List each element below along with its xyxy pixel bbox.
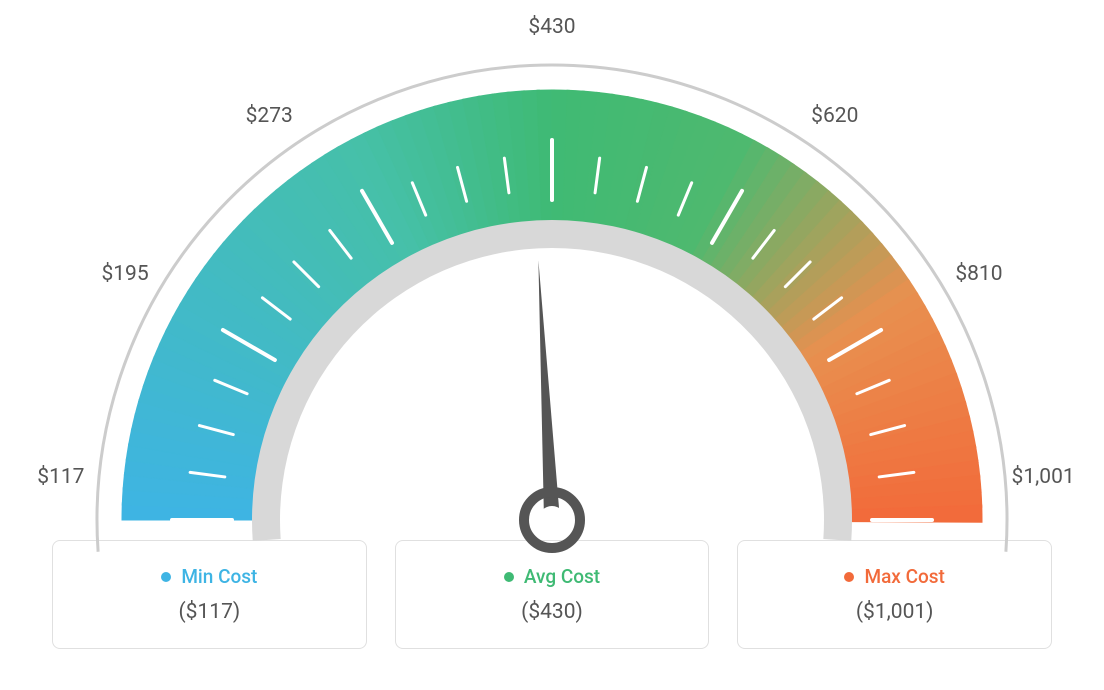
avg-cost-value: ($430) bbox=[521, 600, 583, 624]
max-cost-value: ($1,001) bbox=[856, 600, 934, 624]
gauge-tick-label: $117 bbox=[37, 465, 84, 489]
min-cost-value: ($117) bbox=[178, 600, 240, 624]
gauge-tick-label: $430 bbox=[528, 15, 575, 39]
max-dot-icon bbox=[844, 572, 854, 582]
gauge-tick-label: $810 bbox=[955, 262, 1002, 286]
gauge-svg bbox=[22, 10, 1082, 570]
gauge-tick-label: $1,001 bbox=[1012, 465, 1075, 489]
gauge-tick-label: $195 bbox=[101, 262, 148, 286]
gauge-area: $117 $195 $273 $430 $620 $810 $1,001 bbox=[22, 10, 1082, 560]
avg-dot-icon bbox=[504, 572, 514, 582]
chart-container: $117$195$273$430$620$810$1,001 Min Cost … bbox=[0, 0, 1104, 690]
gauge-tick-label: $620 bbox=[811, 104, 858, 128]
min-dot-icon bbox=[161, 572, 171, 582]
gauge-tick-label: $273 bbox=[246, 104, 293, 128]
